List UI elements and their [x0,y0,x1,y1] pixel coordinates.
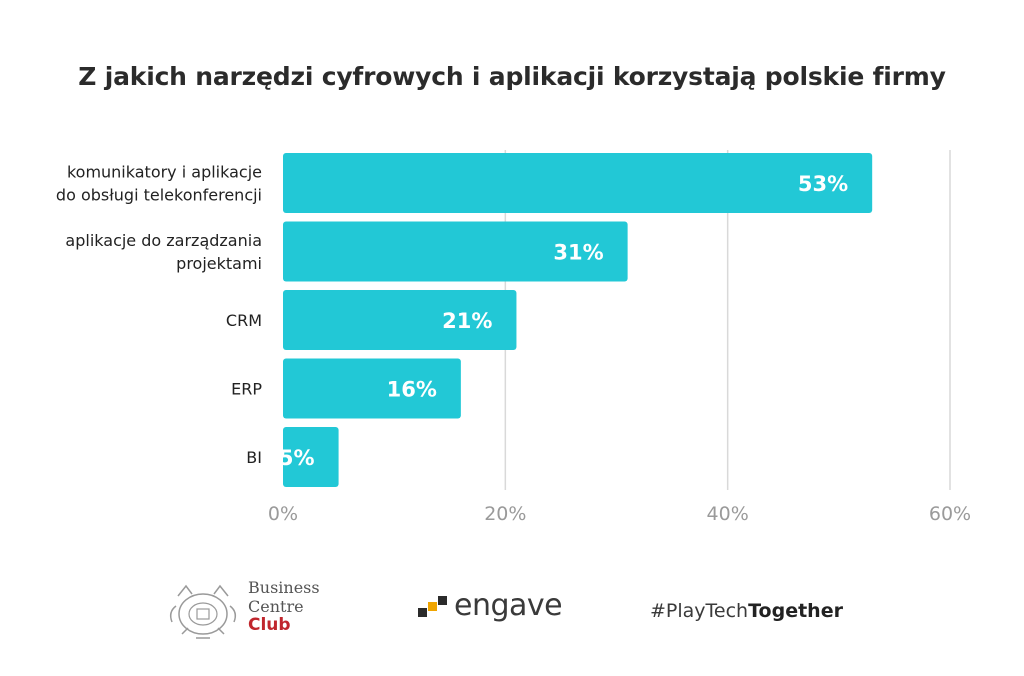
bar [283,153,873,213]
bar [283,290,517,350]
hashtag-bold: Together [748,600,843,622]
category-label: BI [246,448,262,467]
x-axis-tick-labels: 0% 20% 40% 60% [268,503,971,525]
bar-chart: 53% 31% 21% 16% 5% komunikatory i aplikacje d… [56,150,971,525]
category-label: do obsługi telekonferencji [56,186,262,205]
chart-title: Z jakich narzędzi cyfrowych i aplikacji … [78,62,946,91]
bars: 53% 31% 21% 16% 5% [279,153,873,487]
value-label: 5% [279,446,315,470]
bar [283,427,339,487]
category-label: aplikacje do zarządzania [65,231,262,250]
value-label: 21% [442,309,492,333]
x-tick-label: 40% [707,503,749,525]
x-tick-label: 0% [268,503,298,525]
category-label: ERP [231,380,262,399]
category-label: CRM [226,311,262,330]
footer-logos: Business Centre Club engave #PlayTechTog… [0,560,1024,660]
category-label: projektami [176,254,262,273]
seal-emblem-icon [169,584,237,639]
business-centre-club-logo: Business Centre Club [166,572,366,652]
value-label: 31% [553,241,603,265]
hashtag-prefix: #PlayTech [650,600,749,622]
hashtag-text: #PlayTechTogether [650,600,843,622]
category-labels: komunikatory i aplikacje do obsługi telek… [56,163,262,468]
value-label: 53% [798,172,848,196]
bar [283,358,461,419]
x-tick-label: 60% [929,503,971,525]
engave-squares-icon [418,596,447,617]
value-label: 16% [387,378,437,402]
bcc-line-3: Club [248,615,291,635]
x-tick-label: 20% [484,503,526,525]
bcc-line-2: Centre [248,597,304,616]
bcc-line-1: Business [248,578,320,597]
engave-wordmark: engave [454,588,563,623]
bar [283,221,628,282]
category-label: komunikatory i aplikacje [67,163,262,182]
